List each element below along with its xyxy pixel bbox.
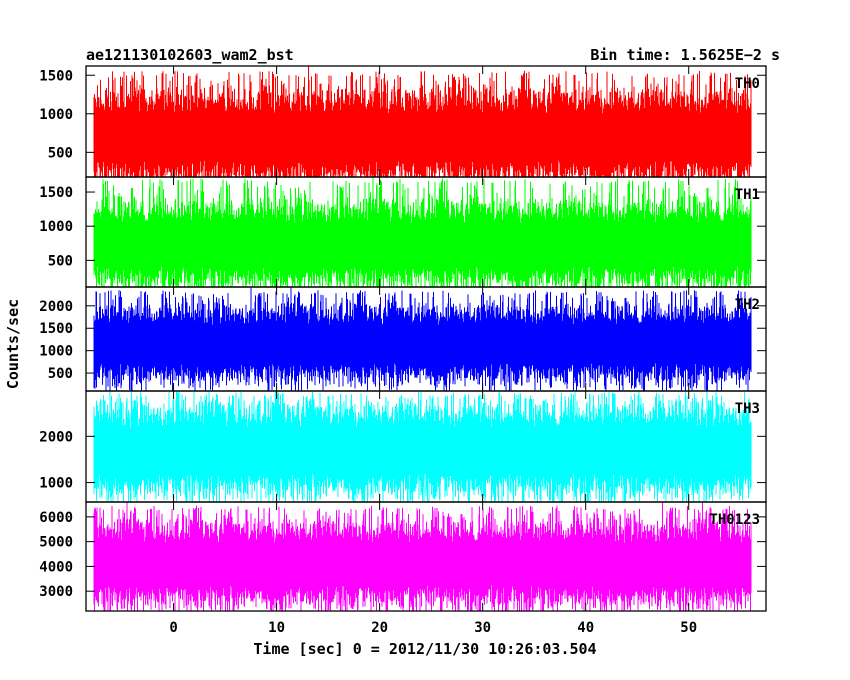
panel-th0123: 3000 4000 5000 6000 TH0123	[39, 501, 767, 612]
x-axis-label: Time [sec] 0 = 2012/11/30 10:26:03.504	[253, 640, 596, 658]
x-tick-label: 40	[577, 620, 594, 636]
series-label: TH0	[735, 76, 760, 92]
series-label: TH2	[735, 297, 760, 313]
series-th0123	[93, 502, 752, 611]
y-tick-label: 6000	[39, 510, 73, 526]
y-tick-label: 5000	[39, 535, 73, 551]
y-tick-label: 1000	[39, 344, 73, 360]
panel-th3: 1000 2000 TH3	[39, 390, 767, 503]
y-axis-label: Counts/sec	[4, 299, 22, 389]
panels-group: 500 1000 1500 TH0 500 1000 1500 TH1 500 1000 1500 2…	[39, 65, 767, 612]
series-th0	[93, 66, 752, 177]
y-tick-label: 2000	[39, 429, 73, 445]
x-tick-label: 20	[371, 620, 388, 636]
x-tick-label: 30	[474, 620, 491, 636]
chart-title-right: Bin time: 1.5625E−2 s	[590, 46, 780, 64]
chart-title-left: ae121130102603_wam2_bst	[86, 46, 294, 64]
y-tick-label: 500	[48, 366, 73, 382]
y-tick-label: 1000	[39, 476, 73, 492]
y-tick-label: 1500	[39, 68, 73, 84]
x-axis-ticks: 0 10 20 30 40 50	[169, 620, 697, 636]
panel-th0: 500 1000 1500 TH0	[39, 65, 767, 178]
y-tick-label: 4000	[39, 559, 73, 575]
y-tick-label: 3000	[39, 584, 73, 600]
y-tick-label: 500	[48, 145, 73, 161]
y-tick-label: 2000	[39, 299, 73, 315]
series-th2	[93, 287, 752, 391]
x-tick-label: 10	[268, 620, 285, 636]
series-label: TH1	[735, 187, 760, 203]
y-tick-label: 1500	[39, 321, 73, 337]
x-tick-label: 0	[169, 620, 177, 636]
series-th1	[93, 177, 752, 287]
series-label: TH3	[735, 401, 760, 417]
panel-th2: 500 1000 1500 2000 TH2	[39, 286, 767, 392]
y-tick-label: 1000	[39, 107, 73, 123]
series-th3	[93, 391, 752, 502]
y-tick-label: 1000	[39, 219, 73, 235]
panel-frame	[85, 501, 767, 612]
y-tick-label: 1500	[39, 185, 73, 201]
y-tick-label: 500	[48, 253, 73, 269]
series-label: TH0123	[709, 512, 760, 528]
panel-th1: 500 1000 1500 TH1	[39, 176, 767, 288]
x-tick-label: 50	[680, 620, 697, 636]
